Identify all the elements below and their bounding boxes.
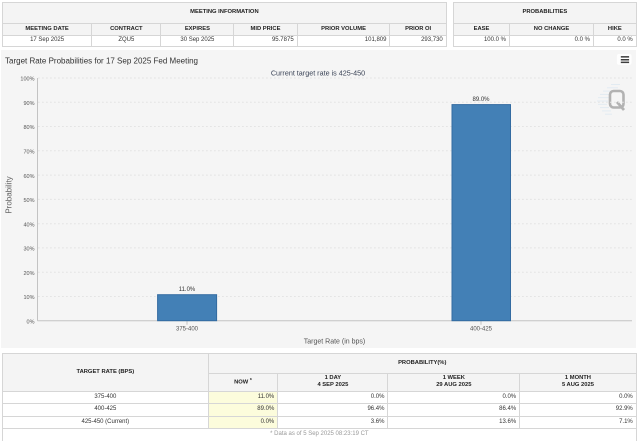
svg-text:89.0%: 89.0%: [472, 97, 490, 103]
svg-text:10%: 10%: [23, 295, 34, 301]
svg-text:80%: 80%: [23, 125, 34, 131]
svg-text:Current target rate is 425-450: Current target rate is 425-450: [271, 69, 365, 78]
svg-text:90%: 90%: [23, 101, 34, 107]
svg-text:40%: 40%: [23, 222, 34, 228]
svg-text:60%: 60%: [23, 174, 34, 180]
svg-text:Target Rate (in bps): Target Rate (in bps): [304, 339, 365, 346]
svg-text:0%: 0%: [27, 319, 35, 325]
svg-text:375-400: 375-400: [176, 327, 199, 333]
svg-text:Target Rate Probabilities for: Target Rate Probabilities for 17 Sep 202…: [5, 56, 198, 65]
svg-text:400-425: 400-425: [470, 327, 493, 333]
svg-text:Probability: Probability: [5, 176, 14, 213]
svg-text:70%: 70%: [23, 150, 34, 156]
svg-text:30%: 30%: [23, 247, 34, 253]
svg-text:50%: 50%: [23, 198, 34, 204]
svg-text:11.0%: 11.0%: [179, 287, 196, 293]
svg-text:20%: 20%: [23, 271, 34, 277]
svg-text:100%: 100%: [20, 77, 34, 83]
